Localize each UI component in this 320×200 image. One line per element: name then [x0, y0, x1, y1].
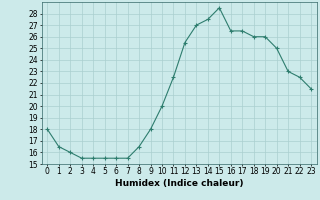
- X-axis label: Humidex (Indice chaleur): Humidex (Indice chaleur): [115, 179, 244, 188]
